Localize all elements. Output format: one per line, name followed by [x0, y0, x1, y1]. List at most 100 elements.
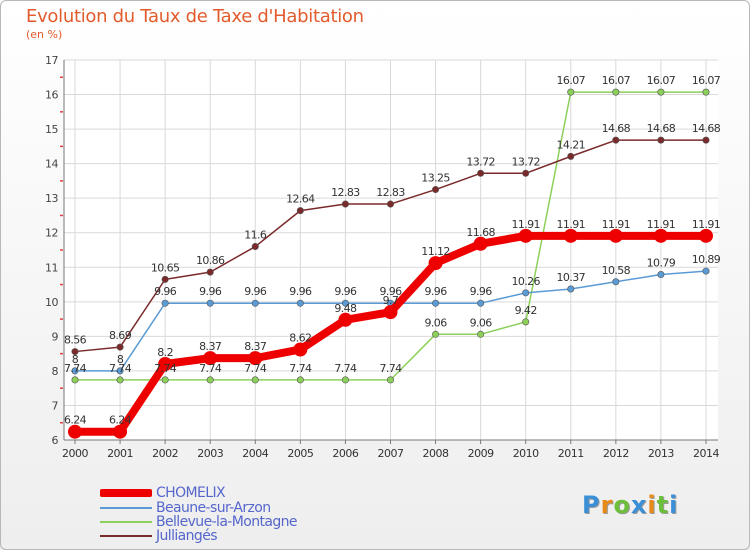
data-point-beaune-sur-arzon	[702, 267, 710, 275]
data-label-julliangés: 13.72	[511, 155, 540, 168]
data-point-chomelix	[248, 351, 263, 366]
data-label-bellevue-la-montagne: 16.07	[602, 74, 631, 87]
data-label-bellevue-la-montagne: 7.74	[109, 362, 132, 375]
y-tick-label: 11	[45, 261, 58, 274]
y-tick-label: 17	[45, 54, 58, 67]
legend-swatch-julliangés	[100, 535, 152, 537]
data-label-bellevue-la-montagne: 7.74	[244, 362, 267, 375]
x-tick-label: 2007	[377, 447, 403, 460]
data-point-beaune-sur-arzon	[567, 285, 575, 293]
data-label-beaune-sur-arzon: 10.79	[647, 257, 676, 270]
legend-swatch-beaune-sur-arzon	[100, 507, 152, 509]
data-point-chomelix	[563, 228, 578, 243]
data-label-beaune-sur-arzon: 9.96	[244, 285, 267, 298]
legend-label: Beaune-sur-Arzon	[156, 500, 271, 516]
x-tick-label: 2009	[468, 447, 494, 460]
data-point-chomelix	[113, 424, 128, 439]
data-label-julliangés: 12.83	[376, 186, 405, 199]
x-tick-label: 2003	[197, 447, 223, 460]
data-point-beaune-sur-arzon	[612, 278, 620, 286]
data-label-chomelix: 9.48	[334, 302, 357, 315]
data-label-chomelix: 11.91	[647, 218, 676, 231]
data-label-julliangés: 14.68	[602, 122, 631, 135]
x-tick-label: 2004	[242, 447, 268, 460]
data-label-julliangés: 12.64	[286, 193, 315, 206]
data-point-beaune-sur-arzon	[296, 299, 304, 307]
data-label-bellevue-la-montagne: 9.42	[515, 304, 537, 317]
data-point-chomelix	[518, 228, 533, 243]
legend-item-beaune-sur-arzon: Beaune-sur-Arzon	[100, 500, 271, 516]
data-point-julliangés	[341, 200, 349, 208]
data-label-beaune-sur-arzon: 10.58	[602, 264, 631, 277]
y-tick-label: 12	[45, 227, 58, 240]
y-tick-label: 10	[45, 296, 58, 309]
data-point-chomelix	[158, 357, 173, 371]
data-point-julliangés	[71, 348, 79, 356]
x-tick-label: 2002	[152, 447, 178, 460]
data-label-chomelix: 11.91	[602, 218, 631, 231]
data-label-bellevue-la-montagne: 7.74	[199, 362, 222, 375]
x-tick-label: 2000	[62, 447, 88, 460]
data-label-beaune-sur-arzon: 10.26	[511, 275, 540, 288]
data-label-chomelix: 11.91	[557, 218, 586, 231]
y-tick-label: 14	[45, 158, 58, 171]
chart-subtitle: (en %)	[26, 28, 63, 41]
data-label-chomelix: 11.91	[511, 218, 540, 231]
data-label-julliangés: 13.25	[421, 172, 450, 185]
data-label-beaune-sur-arzon: 9.96	[334, 285, 357, 298]
data-point-bellevue-la-montagne	[567, 88, 575, 96]
data-point-bellevue-la-montagne	[71, 376, 79, 384]
data-label-julliangés: 10.86	[196, 254, 225, 267]
data-point-chomelix	[293, 342, 308, 357]
data-point-bellevue-la-montagne	[296, 376, 304, 384]
data-label-beaune-sur-arzon: 9.96	[379, 285, 402, 298]
data-point-julliangés	[296, 207, 304, 215]
data-label-beaune-sur-arzon: 8	[72, 353, 79, 366]
data-point-beaune-sur-arzon	[657, 271, 665, 279]
legend-item-julliangés: Julliangés	[100, 528, 218, 544]
data-point-chomelix	[608, 228, 623, 243]
data-point-beaune-sur-arzon	[432, 299, 440, 307]
data-label-chomelix: 8.37	[244, 340, 267, 353]
data-label-bellevue-la-montagne: 16.07	[647, 74, 676, 87]
data-label-julliangés: 10.65	[151, 261, 180, 274]
data-point-bellevue-la-montagne	[386, 376, 394, 384]
data-label-julliangés: 12.83	[331, 186, 360, 199]
data-point-julliangés	[657, 136, 665, 144]
data-label-chomelix: 11.12	[421, 245, 450, 258]
legend-item-bellevue-la-montagne: Bellevue-la-Montagne	[100, 514, 298, 530]
data-point-bellevue-la-montagne	[702, 88, 710, 96]
data-label-chomelix: 8.2	[157, 346, 173, 359]
data-label-beaune-sur-arzon: 9.96	[199, 285, 222, 298]
data-point-julliangés	[612, 136, 620, 144]
data-label-bellevue-la-montagne: 7.74	[64, 362, 87, 375]
data-label-chomelix: 11.91	[692, 218, 721, 231]
legend-label: CHOMELIX	[156, 485, 226, 501]
data-point-chomelix	[698, 228, 713, 243]
data-label-beaune-sur-arzon: 9.96	[470, 285, 493, 298]
data-point-chomelix	[473, 236, 488, 251]
data-label-bellevue-la-montagne: 7.74	[154, 362, 177, 375]
data-point-bellevue-la-montagne	[341, 376, 349, 384]
data-label-chomelix: 9.7	[383, 294, 399, 307]
data-label-chomelix: 6.24	[64, 414, 87, 427]
data-label-julliangés: 14.68	[647, 122, 676, 135]
data-point-beaune-sur-arzon	[477, 299, 485, 307]
data-point-julliangés	[206, 268, 214, 276]
data-point-beaune-sur-arzon	[206, 299, 214, 307]
data-label-bellevue-la-montagne: 7.74	[379, 362, 402, 375]
data-point-chomelix	[338, 312, 353, 327]
legend-swatch-chomelix	[100, 489, 152, 497]
data-label-bellevue-la-montagne: 7.74	[289, 362, 312, 375]
data-point-julliangés	[386, 200, 394, 208]
data-point-chomelix	[653, 228, 668, 243]
x-tick-label: 2012	[603, 447, 629, 460]
data-label-bellevue-la-montagne: 9.06	[425, 316, 448, 329]
data-label-chomelix: 8.37	[199, 340, 222, 353]
data-label-bellevue-la-montagne: 7.74	[334, 362, 357, 375]
data-point-bellevue-la-montagne	[477, 330, 485, 338]
data-point-julliangés	[161, 275, 169, 283]
data-label-beaune-sur-arzon: 9.96	[289, 285, 312, 298]
data-label-julliangés: 14.21	[557, 138, 586, 151]
data-label-chomelix: 8.62	[289, 331, 311, 344]
